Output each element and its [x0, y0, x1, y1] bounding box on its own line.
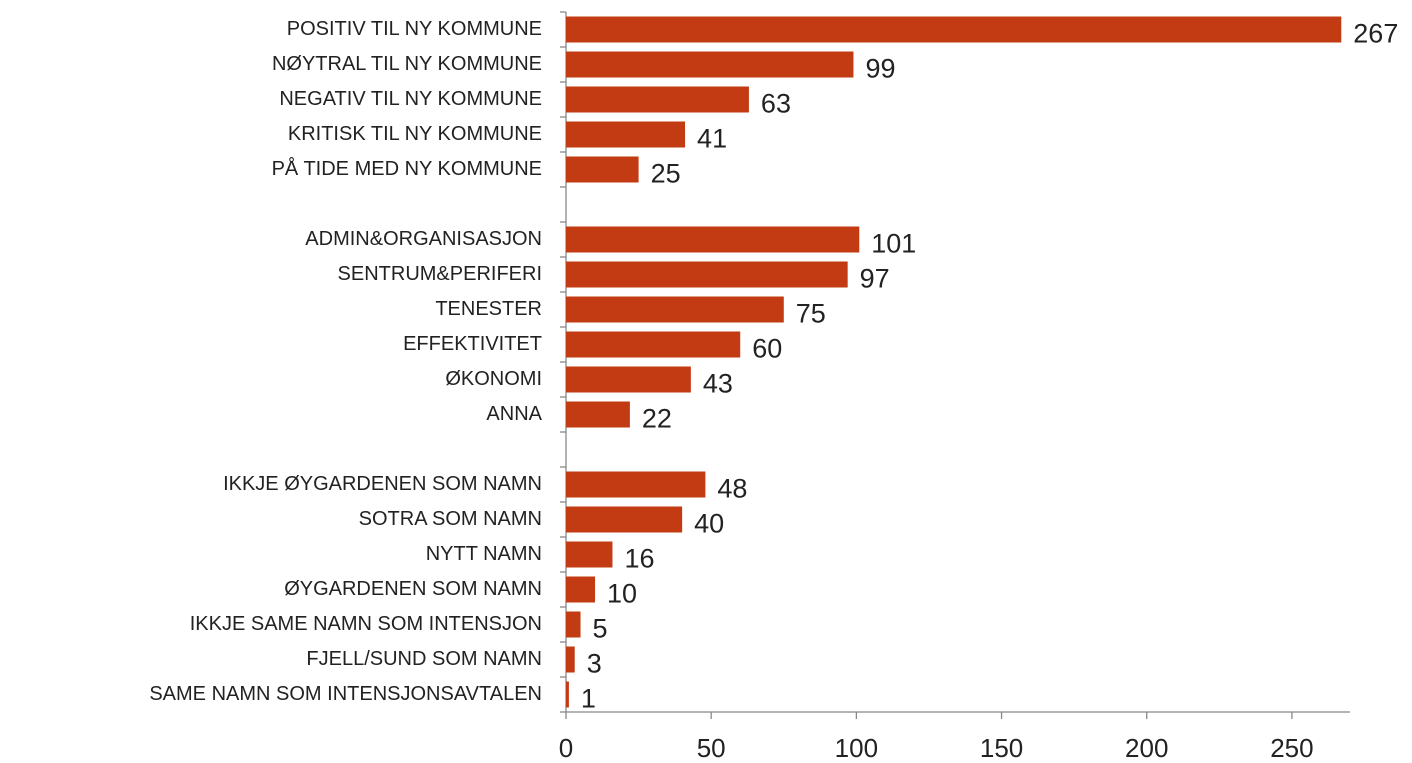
x-tick-label: 100	[835, 733, 878, 763]
y-tick-label: SAME NAMN SOM INTENSJONSAVTALEN	[149, 683, 542, 705]
bar	[566, 366, 691, 393]
bar	[566, 541, 613, 568]
y-tick-label: NYTT NAMN	[426, 543, 542, 565]
y-tick-label: TENESTER	[435, 298, 542, 320]
y-tick-label: FJELL/SUND SOM NAMN	[306, 648, 542, 670]
value-label: 101	[871, 229, 916, 259]
bar	[566, 471, 706, 498]
bar	[566, 611, 581, 638]
value-label: 1	[581, 684, 596, 714]
y-tick-label: PÅ TIDE MED NY KOMMUNE	[272, 157, 542, 180]
y-tick-label: NØYTRAL TIL NY KOMMUNE	[272, 53, 542, 75]
bar	[566, 121, 686, 148]
bar	[566, 261, 848, 288]
bar	[566, 51, 854, 78]
y-tick-label: SENTRUM&PERIFERI	[338, 263, 542, 285]
value-label: 43	[703, 369, 733, 399]
bar	[566, 296, 784, 323]
bar	[566, 506, 683, 533]
y-tick-label: KRITISK TIL NY KOMMUNE	[288, 123, 542, 145]
bar	[566, 331, 741, 358]
value-label: 5	[593, 614, 608, 644]
y-tick-label: ADMIN&ORGANISASJON	[305, 228, 542, 250]
y-tick-label: ANNA	[486, 403, 542, 425]
value-label: 25	[651, 159, 681, 189]
value-label: 267	[1353, 19, 1398, 49]
y-tick-label: SOTRA SOM NAMN	[359, 508, 542, 530]
bar	[566, 401, 630, 428]
value-label: 16	[624, 544, 654, 574]
bar	[566, 226, 860, 253]
bar	[566, 156, 639, 183]
x-tick-label: 0	[559, 733, 573, 763]
x-tick-label: 150	[980, 733, 1023, 763]
value-label: 48	[717, 474, 747, 504]
y-tick-label: IKKJE SAME NAMN SOM INTENSJON	[190, 613, 542, 635]
y-tick-label: NEGATIV TIL NY KOMMUNE	[279, 88, 542, 110]
value-label: 41	[697, 124, 727, 154]
value-label: 75	[796, 299, 826, 329]
value-label: 97	[860, 264, 890, 294]
x-tick-label: 200	[1125, 733, 1168, 763]
value-label: 22	[642, 404, 672, 434]
value-label: 63	[761, 89, 791, 119]
bar	[566, 16, 1342, 43]
y-tick-label: EFFEKTIVITET	[403, 333, 542, 355]
y-tick-label: POSITIV TIL NY KOMMUNE	[287, 18, 542, 40]
value-label: 40	[694, 509, 724, 539]
bar	[566, 681, 569, 708]
x-tick-label: 50	[697, 733, 726, 763]
value-label: 99	[865, 54, 895, 84]
x-tick-label: 250	[1270, 733, 1313, 763]
y-tick-label: IKKJE ØYGARDENEN SOM NAMN	[223, 473, 542, 495]
value-label: 10	[607, 579, 637, 609]
value-label: 3	[587, 649, 602, 679]
bar	[566, 86, 749, 113]
y-tick-label: ØKONOMI	[445, 368, 542, 390]
bar	[566, 646, 575, 673]
y-tick-label: ØYGARDENEN SOM NAMN	[284, 578, 542, 600]
value-label: 60	[752, 334, 782, 364]
bar	[566, 576, 596, 603]
